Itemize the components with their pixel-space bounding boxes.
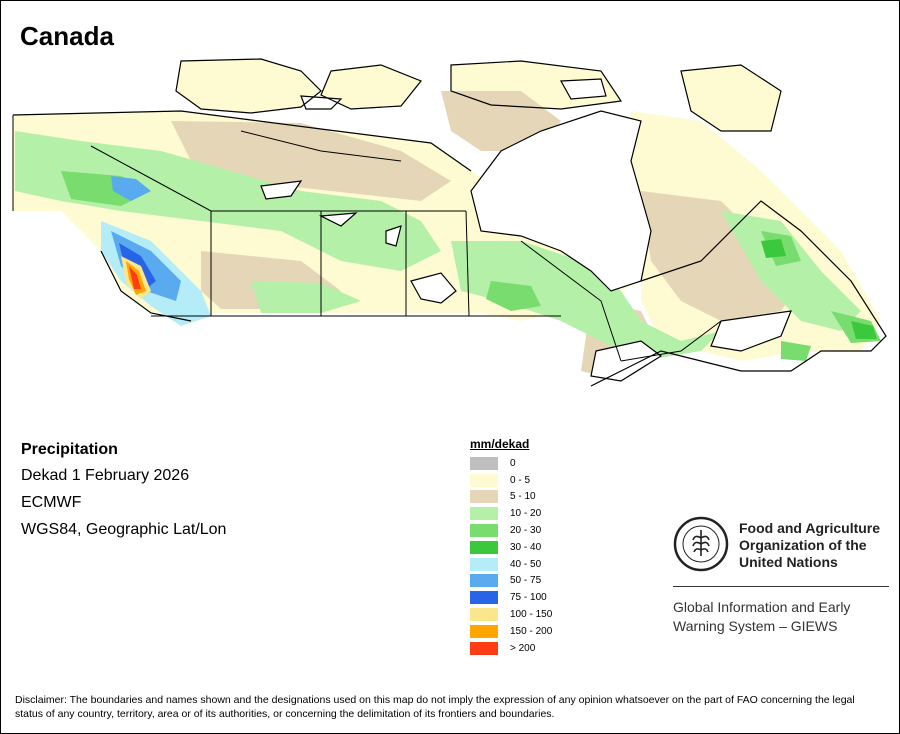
bc-coast-wet-zones xyxy=(101,176,211,326)
legend-item: 75 - 100 xyxy=(470,589,552,606)
legend-swatch xyxy=(470,540,498,554)
legend-item: 0 xyxy=(470,455,552,472)
legend-label: 0 - 5 xyxy=(510,474,531,486)
period-label: Dekad 1 February 2026 xyxy=(21,467,190,484)
legend-swatch xyxy=(470,574,498,588)
legend-label: 30 - 40 xyxy=(510,541,542,553)
giews-name: Global Information and Early Warning Sys… xyxy=(673,599,851,634)
legend-title: mm/dekad xyxy=(470,437,530,451)
legend-swatch xyxy=(470,641,498,655)
fao-emblem-icon xyxy=(673,516,729,572)
precipitation-map xyxy=(12,58,887,387)
precip-10-20-zones xyxy=(15,131,861,361)
legend-label: 40 - 50 xyxy=(510,558,542,570)
legend-swatch xyxy=(470,507,498,521)
legend-label: 150 - 200 xyxy=(510,625,553,637)
precip-30-40-zones xyxy=(761,239,877,339)
legend-item: 0 - 5 xyxy=(470,472,552,489)
province-boundaries xyxy=(12,115,722,362)
legend-swatch xyxy=(470,524,498,538)
legend-item: 20 - 30 xyxy=(470,522,552,539)
legend-label: 10 - 20 xyxy=(510,508,542,520)
legend: mm/dekad 0 0 - 5 5 - 10 10 - 20 20 - 30 30 - … xyxy=(470,437,552,657)
legend-label: 0 xyxy=(510,457,516,469)
disclaimer-text: Disclaimer: The boundaries and names sho… xyxy=(15,694,855,720)
legend-item: > 200 xyxy=(470,640,552,657)
legend-item: 5 - 10 xyxy=(470,489,552,506)
variable-heading: Precipitation xyxy=(21,441,118,458)
legend-swatch xyxy=(470,473,498,487)
legend-item: 50 - 75 xyxy=(470,573,552,590)
legend-swatch xyxy=(470,591,498,605)
legend-item: 150 - 200 xyxy=(470,623,552,640)
legend-item: 30 - 40 xyxy=(470,539,552,556)
legend-label: 75 - 100 xyxy=(510,592,547,604)
legend-swatch xyxy=(470,456,498,470)
water-bodies xyxy=(260,78,792,382)
coastline xyxy=(12,58,887,387)
legend-swatch xyxy=(470,490,498,504)
projection-label: WGS84, Geographic Lat/Lon xyxy=(21,521,227,538)
map-info-block: Precipitation Dekad 1 February 2026 ECMW… xyxy=(21,441,226,548)
fao-org-name: Food and Agriculture Organization of the… xyxy=(739,520,881,570)
legend-swatch xyxy=(470,557,498,571)
legend-label: 50 - 75 xyxy=(510,575,542,587)
legend-item: 40 - 50 xyxy=(470,556,552,573)
legend-item: 10 - 20 xyxy=(470,505,552,522)
legend-swatch xyxy=(470,624,498,638)
legend-label: > 200 xyxy=(510,642,536,654)
legend-label: 100 - 150 xyxy=(510,609,553,621)
legend-label: 20 - 30 xyxy=(510,525,542,537)
logo-divider xyxy=(673,586,889,587)
legend-label: 5 - 10 xyxy=(510,491,536,503)
legend-item: 100 - 150 xyxy=(470,606,552,623)
legend-rows: 0 0 - 5 5 - 10 10 - 20 20 - 30 30 - 40 40 - 50… xyxy=(470,455,552,657)
map-title: Canada xyxy=(20,21,114,51)
legend-swatch xyxy=(470,608,498,622)
source-label: ECMWF xyxy=(21,494,82,511)
